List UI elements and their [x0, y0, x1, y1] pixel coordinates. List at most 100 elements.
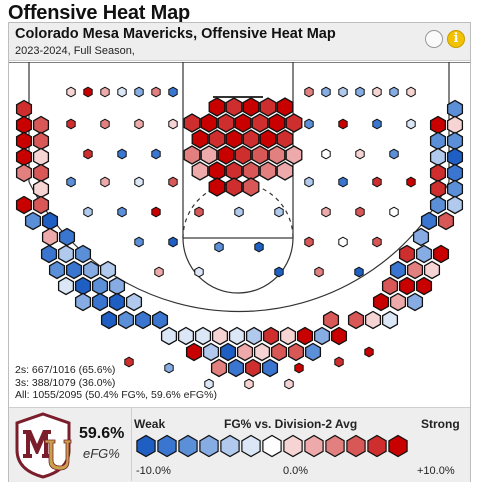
- shot-hex-small: [100, 176, 110, 188]
- shot-hex-small: [124, 356, 134, 368]
- shot-hex: [117, 310, 135, 330]
- shot-hex-small: [372, 236, 382, 248]
- shot-hex: [347, 310, 365, 330]
- shot-hex: [415, 276, 433, 296]
- shot-hex: [58, 227, 76, 247]
- shot-hex: [420, 211, 438, 231]
- shot-hex-small: [284, 378, 294, 390]
- legend-divider: [131, 408, 132, 481]
- shot-hex-small: [194, 206, 204, 218]
- shot-hex: [330, 326, 348, 346]
- legend-swatch: [325, 434, 345, 458]
- shot-hex: [276, 97, 294, 117]
- legend-footer: 59.6% eFG% Weak FG% vs. Division-2 Avg S…: [9, 407, 470, 482]
- shot-hex-small: [234, 206, 244, 218]
- shot-hex-small: [83, 206, 93, 218]
- legend-swatch: [157, 434, 177, 458]
- shot-hex: [406, 260, 424, 280]
- shot-hex-small: [214, 241, 224, 253]
- all-stat: All: 1055/2095 (50.4% FG%, 59.6% eFG%): [15, 389, 217, 401]
- shot-hex: [134, 310, 152, 330]
- shot-hex-small: [100, 118, 110, 130]
- shot-hex: [381, 276, 399, 296]
- shot-hex: [259, 97, 277, 117]
- shot-hex-small: [372, 176, 382, 188]
- shot-hex: [412, 227, 430, 247]
- shot-hex: [100, 310, 118, 330]
- shooting-stats: 2s: 667/1016 (65.6%) 3s: 388/1079 (36.0%…: [15, 364, 217, 402]
- legend-max-label: +10.0%: [417, 465, 455, 477]
- shot-hex-small: [117, 206, 127, 218]
- shot-hex-small: [134, 176, 144, 188]
- shot-hex: [15, 99, 33, 119]
- shot-hex: [268, 145, 286, 165]
- shot-hex-small: [406, 176, 416, 188]
- shot-hex: [125, 292, 143, 312]
- legend-mid-label: 0.0%: [283, 465, 309, 477]
- shot-hex-small: [83, 148, 93, 160]
- shot-hex-small: [194, 266, 204, 278]
- shot-hex: [15, 147, 33, 167]
- shot-hex: [364, 310, 382, 330]
- toggle-circle-button[interactable]: [425, 30, 443, 48]
- shot-hex: [398, 276, 416, 296]
- shot-hex-small: [334, 356, 344, 368]
- shot-hex-small: [254, 241, 264, 253]
- shot-hex-small: [389, 148, 399, 160]
- shot-hex: [406, 292, 424, 312]
- shot-hex: [200, 145, 218, 165]
- info-icon[interactable]: i: [447, 30, 465, 48]
- shot-hex: [279, 326, 297, 346]
- shot-hex-small: [83, 86, 93, 98]
- shot-hex: [15, 115, 33, 135]
- shot-hex: [285, 145, 303, 165]
- shot-hex: [57, 276, 75, 296]
- shot-hex-small: [117, 86, 127, 98]
- shot-hex: [108, 292, 126, 312]
- legend-swatch: [220, 434, 240, 458]
- shot-hex: [242, 129, 260, 149]
- shot-hex: [211, 326, 229, 346]
- shot-hex: [191, 129, 209, 149]
- three-point-arc: [28, 181, 450, 313]
- legend-strong-label: Strong: [421, 417, 460, 431]
- threes-stat: 3s: 388/1079 (36.0%): [15, 376, 116, 389]
- shot-hex: [32, 195, 50, 215]
- legend-min-label: -10.0%: [136, 465, 171, 477]
- shot-hex: [389, 292, 407, 312]
- shot-hex: [208, 129, 226, 149]
- card-header: Colorado Mesa Mavericks, Offensive Heat …: [9, 23, 470, 61]
- shot-hex: [251, 145, 269, 165]
- shot-hex-small: [100, 86, 110, 98]
- shot-hex-small: [117, 148, 127, 160]
- shot-hex: [208, 97, 226, 117]
- shot-hex: [32, 147, 50, 167]
- shot-hex: [219, 342, 237, 362]
- page-title: Offensive Heat Map: [8, 2, 191, 24]
- shot-hex: [217, 113, 235, 133]
- legend-swatch: [199, 434, 219, 458]
- heat-map-card: Colorado Mesa Mavericks, Offensive Heat …: [8, 22, 471, 482]
- shot-hex: [372, 292, 390, 312]
- free-throw-circle-dashed: [182, 182, 294, 239]
- shot-hex: [446, 131, 464, 151]
- shot-hex-small: [321, 86, 331, 98]
- shot-hex: [270, 342, 288, 362]
- shot-hex: [245, 326, 263, 346]
- shot-hex: [322, 310, 340, 330]
- shot-hex-small: [151, 86, 161, 98]
- team-logo: [11, 410, 76, 480]
- shot-hex: [183, 113, 201, 133]
- shot-hex-small: [244, 378, 254, 390]
- shot-hex: [48, 260, 66, 280]
- shot-hex: [381, 310, 399, 330]
- shot-hex: [99, 260, 117, 280]
- shot-hex-small: [354, 266, 364, 278]
- shot-hex-small: [204, 378, 214, 390]
- shot-hex: [108, 276, 126, 296]
- shot-hex: [91, 292, 109, 312]
- shot-hex-small: [355, 86, 365, 98]
- shot-hex: [15, 131, 33, 151]
- shot-hex: [191, 161, 209, 181]
- legend-swatch: [388, 434, 408, 458]
